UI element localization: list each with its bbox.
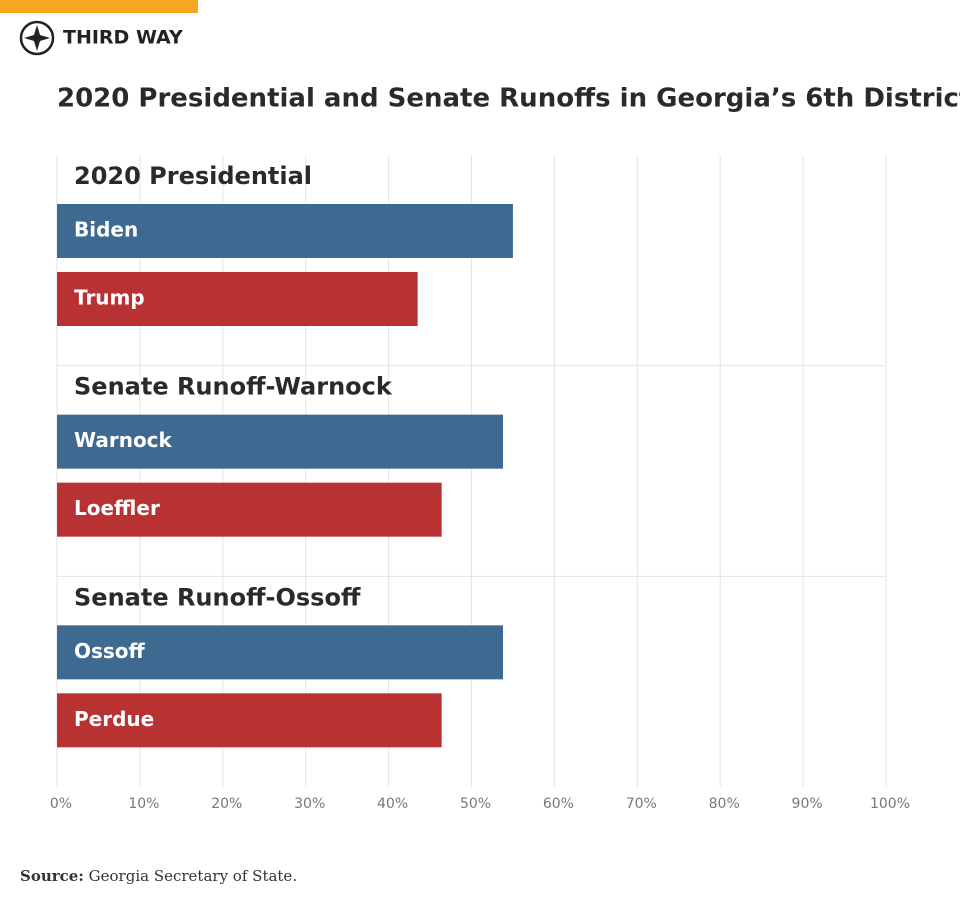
x-tick-label: 90% xyxy=(792,796,823,812)
brand: THIRD WAY xyxy=(63,27,183,49)
x-tick-label: 70% xyxy=(626,796,657,812)
bar-label: Biden xyxy=(74,218,138,242)
group-title: Senate Runoff-Ossoff xyxy=(74,583,361,611)
bar-label: Loeffler xyxy=(74,496,160,520)
group-title: Senate Runoff-Warnock xyxy=(74,373,393,401)
x-tick-label: 60% xyxy=(543,796,574,812)
source-label: Source: xyxy=(20,867,84,885)
x-tick-label: 50% xyxy=(460,796,491,812)
x-tick-label: 30% xyxy=(294,796,325,812)
bar xyxy=(57,625,504,680)
x-tick-label: 40% xyxy=(377,796,408,812)
chart-title: 2020 Presidential and Senate Runoffs in … xyxy=(57,84,960,114)
group-title: 2020 Presidential xyxy=(74,162,312,190)
x-tick-label: 20% xyxy=(211,796,242,812)
source-text: Georgia Secretary of State. xyxy=(89,867,297,885)
source: Source: Georgia Secretary of State. xyxy=(20,867,297,885)
bar-label: Warnock xyxy=(74,428,173,452)
bar-label: Trump xyxy=(74,286,145,310)
bar xyxy=(57,204,513,258)
accent-bar xyxy=(0,0,198,13)
bar xyxy=(57,482,442,537)
bar-label: Perdue xyxy=(74,707,154,731)
x-tick-label: 100% xyxy=(870,796,910,812)
x-tick-label: 0% xyxy=(50,796,72,812)
x-tick-label: 80% xyxy=(709,796,740,812)
logo xyxy=(19,20,55,56)
bar-label: Ossoff xyxy=(74,639,146,663)
x-tick-label: 10% xyxy=(128,796,159,812)
bar xyxy=(57,414,504,469)
bar xyxy=(57,693,442,748)
bar xyxy=(57,272,418,326)
